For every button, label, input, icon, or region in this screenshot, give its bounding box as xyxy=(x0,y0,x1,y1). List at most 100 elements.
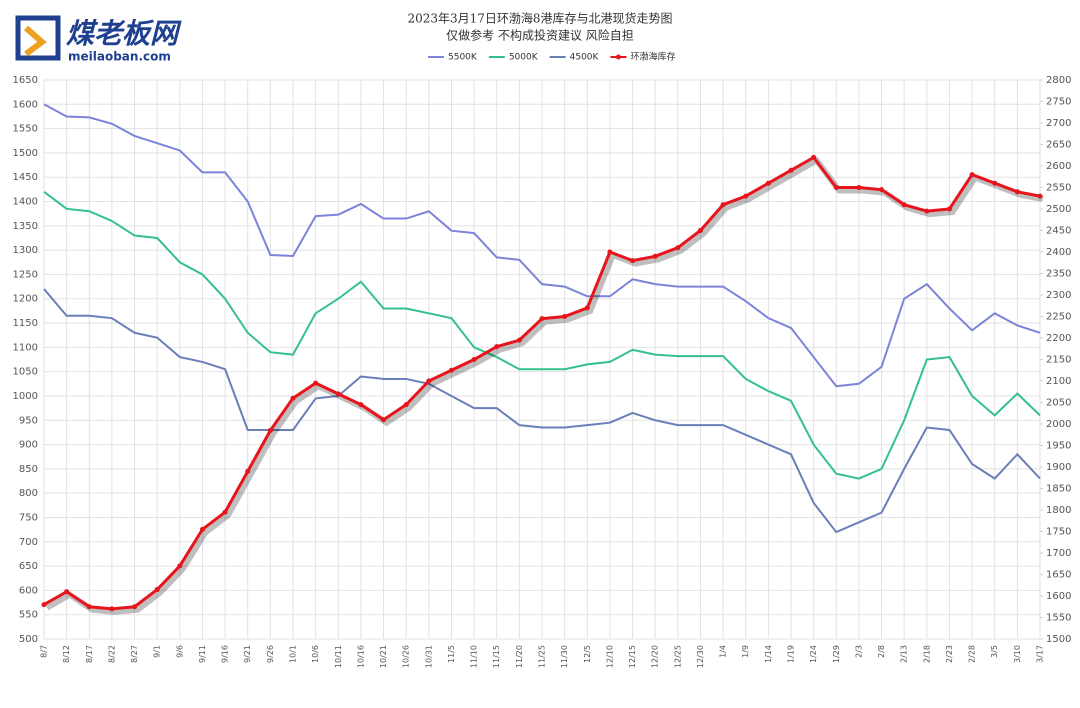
x-tick-label: 9/1 xyxy=(153,645,162,658)
x-tick-label: 3/5 xyxy=(990,645,999,658)
x-tick-label: 8/27 xyxy=(130,645,139,663)
marker xyxy=(720,202,726,208)
y-tick-label: 1600 xyxy=(13,99,38,110)
y2-tick-label: 1900 xyxy=(1046,462,1071,473)
logo: 煤老板网 meilaoban.com xyxy=(15,15,182,64)
marker xyxy=(109,606,115,612)
y-tick-label: 1550 xyxy=(13,124,38,135)
logo-icon-mark xyxy=(24,25,47,57)
marker xyxy=(358,402,364,408)
y2-tick-label: 1950 xyxy=(1046,441,1071,452)
marker xyxy=(992,180,998,186)
x-tick-label: 2/23 xyxy=(945,645,954,663)
marker xyxy=(426,378,432,384)
y-tick-label: 1100 xyxy=(13,342,38,353)
y2-tick-label: 2800 xyxy=(1046,75,1071,86)
logo-name: 煤老板网 xyxy=(66,17,182,50)
marker xyxy=(901,202,907,208)
x-tick-label: 10/26 xyxy=(402,645,411,668)
y2-tick-label: 1800 xyxy=(1046,505,1071,516)
x-tick-label: 10/16 xyxy=(356,645,365,668)
y-tick-label: 1050 xyxy=(13,367,38,378)
y2-tick-label: 2750 xyxy=(1046,97,1071,108)
y2-tick-label: 1550 xyxy=(1046,613,1071,624)
legend-label: 5500K xyxy=(448,53,478,63)
x-tick-label: 11/25 xyxy=(538,645,547,668)
x-tick-label: 2/13 xyxy=(900,645,909,663)
x-tick-label: 12/30 xyxy=(696,645,705,668)
y2-tick-label: 1650 xyxy=(1046,570,1071,581)
marker xyxy=(471,357,477,362)
logo-icon xyxy=(15,15,61,61)
y2-tick-label: 2300 xyxy=(1046,290,1071,301)
x-tick-label: 11/5 xyxy=(447,645,456,663)
y2-tick-label: 2500 xyxy=(1046,204,1071,215)
marker xyxy=(607,249,613,255)
x-tick-label: 2/28 xyxy=(968,645,977,663)
y-tick-label: 900 xyxy=(19,440,38,451)
x-tick-label: 9/26 xyxy=(266,645,275,663)
marker xyxy=(448,367,454,373)
x-tick-label: 10/11 xyxy=(334,645,343,668)
x-tick-label: 8/17 xyxy=(85,645,94,663)
x-tick-label: 1/29 xyxy=(832,645,841,663)
y-tick-label: 1650 xyxy=(13,75,38,86)
marker xyxy=(562,314,568,319)
x-tick-label: 11/20 xyxy=(515,645,524,668)
y2-tick-label: 2100 xyxy=(1046,376,1071,387)
x-tick-label: 2/8 xyxy=(877,645,886,658)
x-tick-label: 11/15 xyxy=(492,645,501,668)
x-tick-label: 12/15 xyxy=(628,645,637,668)
marker xyxy=(856,185,862,190)
y-tick-label: 1300 xyxy=(13,245,38,256)
legend-marker xyxy=(615,54,621,60)
marker xyxy=(132,604,138,610)
x-tick-label: 3/17 xyxy=(1036,645,1045,663)
marker xyxy=(154,587,160,593)
legend-label: 5000K xyxy=(509,53,539,63)
y2-tick-label: 1600 xyxy=(1046,591,1071,602)
x-tick-label: 9/16 xyxy=(221,645,230,663)
marker xyxy=(833,185,839,190)
marker xyxy=(811,154,817,160)
x-tick-label: 1/24 xyxy=(809,645,818,663)
marker xyxy=(765,180,771,186)
y2-tick-label: 2150 xyxy=(1046,355,1071,366)
marker xyxy=(494,344,500,350)
marker xyxy=(199,526,205,532)
x-tick-label: 10/21 xyxy=(379,645,388,668)
y2-tick-label: 1500 xyxy=(1046,634,1071,645)
chart-title: 2023年3月17日环渤海8港库存与北港现货走势图 xyxy=(407,11,672,26)
marker xyxy=(41,602,47,608)
x-tick-label: 11/30 xyxy=(560,645,569,668)
y2-tick-label: 2400 xyxy=(1046,247,1071,258)
y2-tick-label: 2450 xyxy=(1046,226,1071,237)
marker xyxy=(403,402,409,408)
marker xyxy=(516,337,522,343)
x-tick-label: 8/22 xyxy=(107,645,116,663)
y-tick-label: 1250 xyxy=(13,269,38,280)
y2-tick-label: 2600 xyxy=(1046,161,1071,172)
y2-tick-label: 2550 xyxy=(1046,183,1071,194)
marker xyxy=(1014,189,1020,195)
x-tick-label: 12/25 xyxy=(673,645,682,668)
legend-label: 4500K xyxy=(570,53,600,63)
y-tick-label: 1450 xyxy=(13,172,38,183)
marker xyxy=(64,589,70,595)
x-tick-label: 10/6 xyxy=(311,645,320,663)
marker xyxy=(222,509,228,515)
y2-tick-label: 2250 xyxy=(1046,312,1071,323)
y2-tick-label: 1750 xyxy=(1046,527,1071,538)
y-tick-label: 550 xyxy=(19,610,38,621)
line-shadow xyxy=(45,156,1044,615)
marker xyxy=(788,167,794,173)
x-tick-label: 12/5 xyxy=(583,645,592,663)
marker xyxy=(584,305,590,311)
legend-label: 环渤海库存 xyxy=(630,51,675,63)
marker xyxy=(267,427,273,433)
series-line xyxy=(43,103,1041,388)
x-tick-label: 8/12 xyxy=(62,645,71,663)
y-tick-label: 800 xyxy=(19,488,38,499)
y-tick-label: 750 xyxy=(19,512,38,523)
